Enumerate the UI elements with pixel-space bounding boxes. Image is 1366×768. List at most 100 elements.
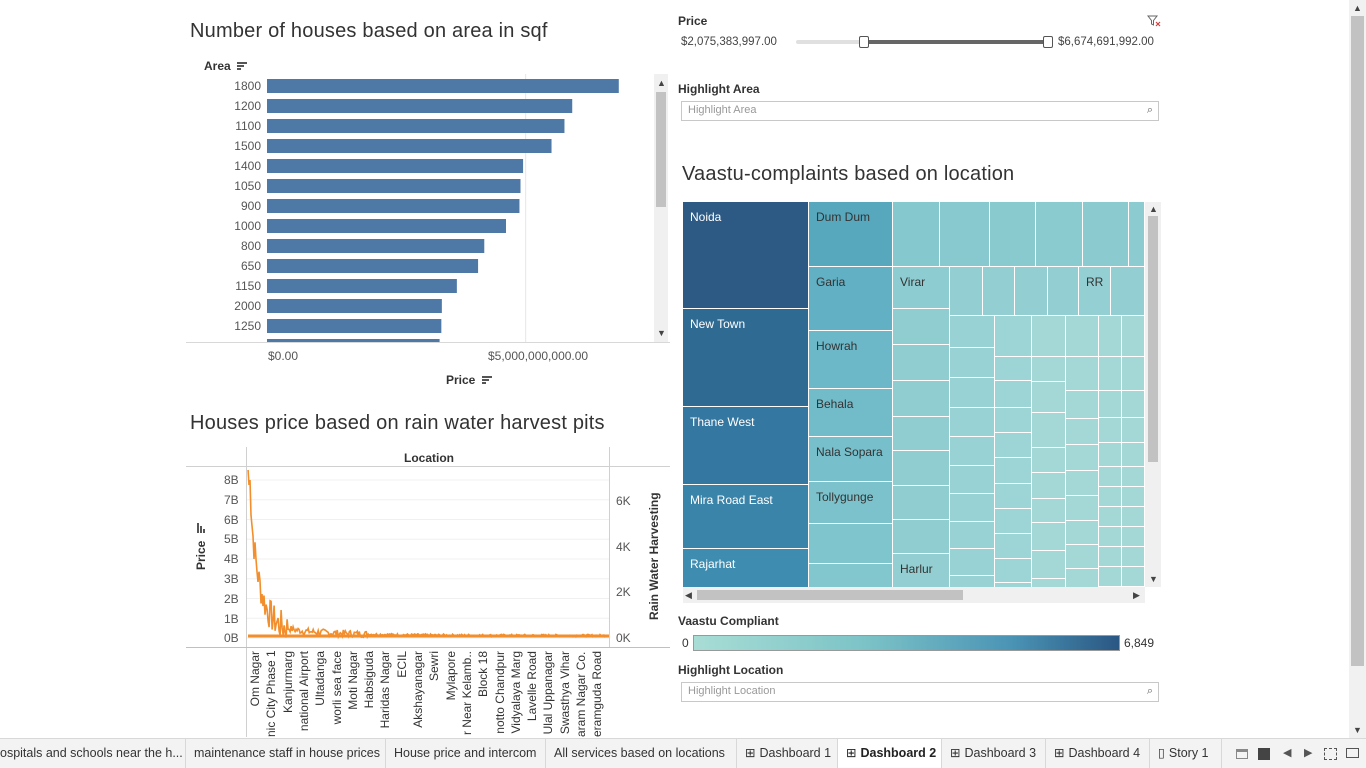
treemap-cell[interactable] <box>1066 496 1099 521</box>
treemap-cell-mira-road-east[interactable]: Mira Road East <box>683 485 809 549</box>
tab-all-services[interactable]: All services based on locations <box>546 739 737 768</box>
tab-story-1[interactable]: ▯ Story 1 <box>1150 739 1222 768</box>
bar[interactable] <box>267 99 573 113</box>
treemap-cell[interactable] <box>1099 316 1122 357</box>
bar-chart-area-header[interactable]: Area <box>204 59 248 73</box>
scroll-left-icon[interactable]: ◀ <box>685 590 692 600</box>
treemap-cell[interactable] <box>950 576 995 587</box>
treemap-cell[interactable] <box>950 267 983 316</box>
treemap-cell[interactable] <box>950 522 995 549</box>
treemap-cell-tollygunge[interactable]: Tollygunge <box>809 482 893 524</box>
treemap-cell-noida[interactable]: Noida <box>683 202 809 309</box>
treemap-cell[interactable] <box>893 202 940 267</box>
clear-filter-icon[interactable] <box>1146 14 1161 27</box>
treemap-cell[interactable] <box>950 437 995 466</box>
bar[interactable] <box>267 119 565 133</box>
bar-chart-x-label[interactable]: Price <box>446 373 492 387</box>
treemap-cell[interactable] <box>1122 357 1145 391</box>
tab-hospitals-schools[interactable]: ospitals and schools near the h... <box>0 739 186 768</box>
bar[interactable] <box>267 199 520 213</box>
scroll-up-icon[interactable]: ▲ <box>1353 3 1362 13</box>
bar[interactable] <box>267 259 479 273</box>
treemap-cell[interactable] <box>1032 357 1066 382</box>
treemap-cell[interactable] <box>809 564 893 587</box>
treemap-cell[interactable] <box>995 458 1032 484</box>
treemap-cell[interactable] <box>1015 267 1048 316</box>
bar[interactable] <box>267 299 442 313</box>
treemap-cell-behala[interactable]: Behala <box>809 389 893 437</box>
treemap-cell[interactable] <box>1036 202 1083 267</box>
treemap-cell[interactable] <box>995 408 1032 433</box>
treemap-cell[interactable] <box>1099 443 1122 467</box>
treemap-cell[interactable] <box>950 378 995 408</box>
treemap-cell-nala-sopara[interactable]: Nala Sopara <box>809 437 893 482</box>
tab-dashboard-2[interactable]: ⊞ Dashboard 2 <box>838 739 942 768</box>
treemap-cell[interactable] <box>1066 445 1099 471</box>
bar[interactable] <box>267 339 440 342</box>
scroll-up-icon[interactable]: ▲ <box>657 78 666 88</box>
treemap-cell[interactable] <box>1066 545 1099 569</box>
treemap-cell[interactable] <box>1066 357 1099 391</box>
next-sheet-icon[interactable]: ▶ <box>1304 747 1313 759</box>
bar[interactable] <box>267 319 442 333</box>
highlight-location-input[interactable]: Highlight Location ⌕ <box>681 682 1159 702</box>
bar-chart[interactable]: 1800 1200 1100 1500 1400 1050 900 1000 800 650 115… <box>186 74 656 342</box>
treemap-cell[interactable] <box>1111 267 1145 316</box>
treemap-hscroll[interactable]: ◀ ▶ <box>683 587 1145 603</box>
treemap-cell[interactable] <box>990 202 1036 267</box>
treemap-cell-howrah[interactable]: Howrah <box>809 331 893 389</box>
left-axis-label[interactable]: Price <box>194 523 208 570</box>
treemap-cell[interactable] <box>950 494 995 522</box>
tab-dashboard-4[interactable]: ⊞ Dashboard 4 <box>1046 739 1150 768</box>
bar[interactable] <box>267 279 457 293</box>
price-slider-track[interactable] <box>796 36 1053 48</box>
treemap-cell-thane-west[interactable]: Thane West <box>683 407 809 485</box>
treemap-cell[interactable] <box>995 381 1032 408</box>
scroll-thumb[interactable] <box>1351 16 1364 666</box>
treemap-cell[interactable] <box>1099 391 1122 418</box>
treemap-cell[interactable] <box>1122 567 1145 587</box>
scroll-thumb[interactable] <box>656 92 666 207</box>
treemap-cell[interactable] <box>1099 507 1122 527</box>
bar[interactable] <box>267 159 524 173</box>
price-slider-max-handle[interactable] <box>1043 36 1053 48</box>
bar[interactable] <box>267 139 552 153</box>
show-tabs-icon[interactable] <box>1258 748 1270 760</box>
sort-icon[interactable] <box>197 523 206 534</box>
treemap-vscroll[interactable]: ▲ ▼ <box>1145 202 1161 587</box>
treemap-cell[interactable] <box>1099 487 1122 507</box>
treemap-cell[interactable] <box>1032 382 1066 413</box>
treemap-cell-virar[interactable]: Virar <box>893 267 950 309</box>
treemap[interactable]: Noida New Town Thane West Mira Road East… <box>683 202 1145 587</box>
line-chart[interactable] <box>247 470 609 646</box>
treemap-cell[interactable] <box>1099 467 1122 487</box>
treemap-cell[interactable] <box>995 534 1032 559</box>
treemap-cell[interactable] <box>1099 357 1122 391</box>
treemap-cell[interactable] <box>1083 202 1129 267</box>
treemap-cell[interactable] <box>1099 418 1122 443</box>
bar[interactable] <box>267 219 507 233</box>
treemap-cell[interactable] <box>1122 487 1145 507</box>
treemap-cell[interactable] <box>1032 413 1066 448</box>
treemap-cell[interactable] <box>1066 391 1099 419</box>
presentation-icon[interactable] <box>1346 748 1359 758</box>
price-line[interactable] <box>247 470 609 640</box>
treemap-cell[interactable] <box>950 408 995 437</box>
treemap-cell[interactable] <box>995 484 1032 509</box>
treemap-cell[interactable] <box>1122 467 1145 487</box>
tab-house-price-intercom[interactable]: House price and intercom <box>386 739 546 768</box>
treemap-cell[interactable] <box>995 509 1032 534</box>
treemap-cell[interactable] <box>983 267 1015 316</box>
treemap-cell[interactable] <box>1099 527 1122 547</box>
treemap-cell[interactable] <box>1032 551 1066 579</box>
treemap-cell[interactable] <box>893 417 950 451</box>
treemap-cell[interactable] <box>1066 569 1099 587</box>
treemap-cell-rajarhat[interactable]: Rajarhat <box>683 549 809 587</box>
treemap-cell[interactable] <box>1032 473 1066 499</box>
treemap-cell[interactable] <box>995 357 1032 381</box>
treemap-cell[interactable] <box>950 466 995 494</box>
scroll-thumb[interactable] <box>1148 216 1158 462</box>
sort-icon[interactable] <box>481 376 492 385</box>
treemap-cell-rr[interactable]: RR <box>1079 267 1111 316</box>
treemap-cell[interactable] <box>893 451 950 486</box>
